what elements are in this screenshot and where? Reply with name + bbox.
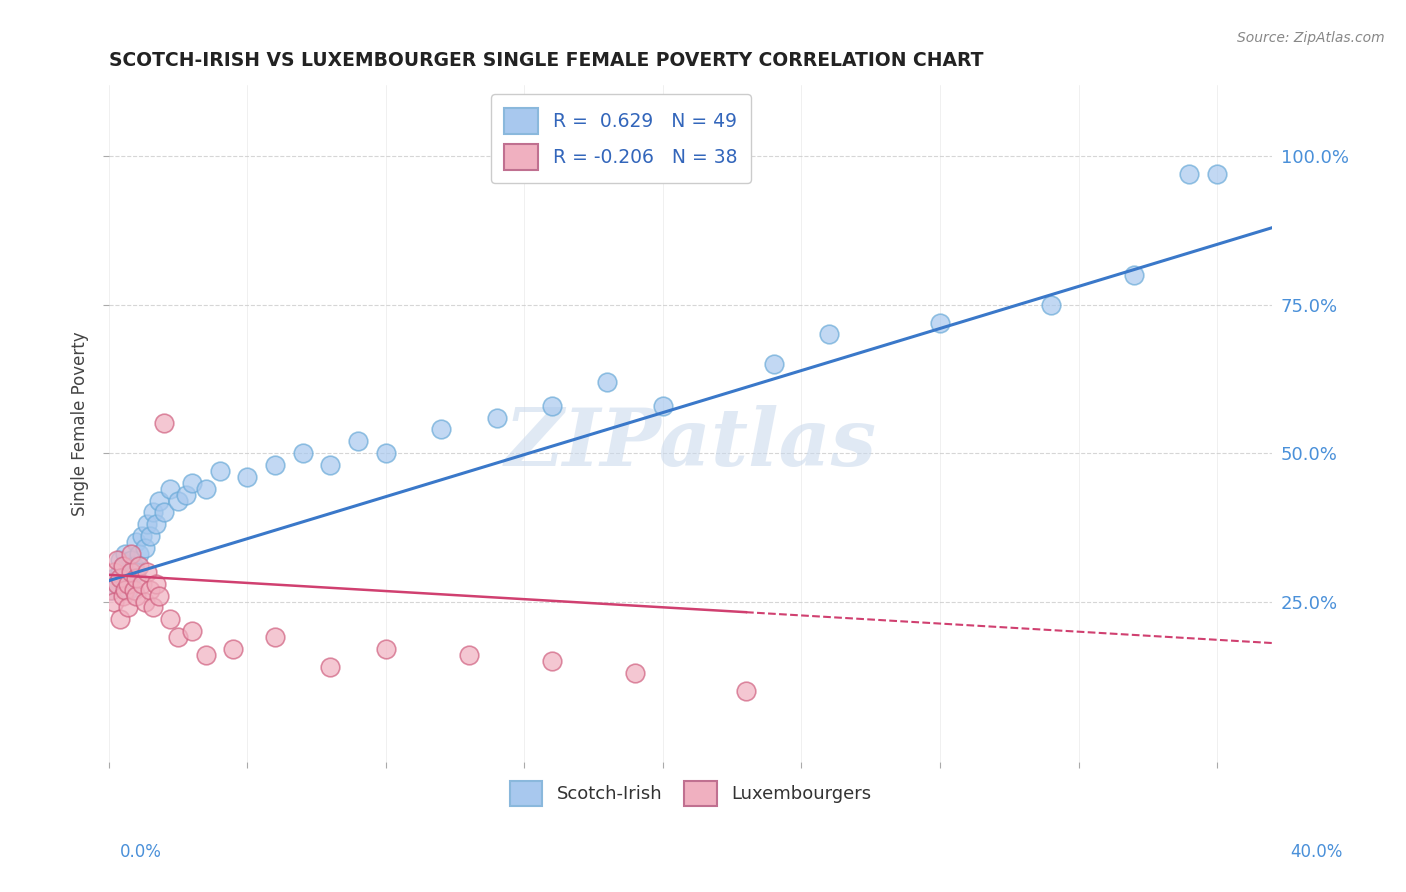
- Point: [194, 648, 217, 662]
- Text: Source: ZipAtlas.com: Source: ZipAtlas.com: [1237, 31, 1385, 45]
- Text: 0.0%: 0.0%: [120, 843, 162, 861]
- Point: [117, 576, 139, 591]
- Point: [120, 553, 142, 567]
- Text: SCOTCH-IRISH VS LUXEMBOURGER SINGLE FEMALE POVERTY CORRELATION CHART: SCOTCH-IRISH VS LUXEMBOURGER SINGLE FEMA…: [108, 51, 983, 70]
- Text: 40.0%: 40.0%: [1291, 843, 1343, 861]
- Point: [264, 458, 287, 472]
- Point: [1178, 167, 1201, 181]
- Point: [139, 529, 162, 543]
- Point: [1039, 298, 1062, 312]
- Point: [929, 316, 952, 330]
- Point: [136, 517, 159, 532]
- Point: [1122, 268, 1144, 282]
- Point: [103, 565, 125, 579]
- Point: [128, 547, 150, 561]
- Point: [108, 565, 131, 579]
- Point: [159, 482, 181, 496]
- Point: [108, 612, 131, 626]
- Point: [111, 558, 134, 573]
- Legend: Scotch-Irish, Luxembourgers: Scotch-Irish, Luxembourgers: [503, 773, 879, 814]
- Point: [142, 600, 165, 615]
- Point: [120, 571, 142, 585]
- Point: [117, 565, 139, 579]
- Point: [319, 660, 342, 674]
- Point: [174, 488, 197, 502]
- Point: [153, 417, 176, 431]
- Point: [194, 482, 217, 496]
- Point: [148, 589, 170, 603]
- Point: [264, 630, 287, 644]
- Point: [430, 422, 453, 436]
- Point: [136, 565, 159, 579]
- Point: [762, 357, 785, 371]
- Point: [134, 541, 156, 555]
- Point: [125, 589, 148, 603]
- Point: [818, 327, 841, 342]
- Point: [291, 446, 314, 460]
- Point: [128, 558, 150, 573]
- Point: [180, 624, 202, 639]
- Point: [122, 558, 145, 573]
- Point: [319, 458, 342, 472]
- Point: [114, 582, 136, 597]
- Point: [624, 665, 647, 680]
- Point: [142, 506, 165, 520]
- Point: [117, 582, 139, 597]
- Point: [111, 571, 134, 585]
- Point: [236, 470, 259, 484]
- Point: [1206, 167, 1229, 181]
- Y-axis label: Single Female Poverty: Single Female Poverty: [72, 331, 89, 516]
- Point: [108, 553, 131, 567]
- Point: [122, 582, 145, 597]
- Point: [139, 582, 162, 597]
- Point: [148, 493, 170, 508]
- Point: [347, 434, 370, 449]
- Point: [105, 576, 128, 591]
- Point: [125, 565, 148, 579]
- Point: [458, 648, 481, 662]
- Point: [134, 594, 156, 608]
- Point: [374, 446, 396, 460]
- Point: [103, 571, 125, 585]
- Point: [145, 576, 167, 591]
- Point: [541, 654, 564, 668]
- Text: ZIPatlas: ZIPatlas: [505, 405, 877, 483]
- Point: [180, 475, 202, 490]
- Point: [120, 547, 142, 561]
- Point: [131, 576, 153, 591]
- Point: [125, 535, 148, 549]
- Point: [105, 553, 128, 567]
- Point: [114, 547, 136, 561]
- Point: [374, 642, 396, 657]
- Point: [105, 576, 128, 591]
- Point: [100, 582, 122, 597]
- Point: [108, 571, 131, 585]
- Point: [222, 642, 245, 657]
- Point: [167, 630, 190, 644]
- Point: [541, 399, 564, 413]
- Point: [145, 517, 167, 532]
- Point: [111, 589, 134, 603]
- Point: [114, 576, 136, 591]
- Point: [159, 612, 181, 626]
- Point: [111, 558, 134, 573]
- Point: [208, 464, 231, 478]
- Point: [735, 683, 758, 698]
- Point: [153, 506, 176, 520]
- Point: [100, 582, 122, 597]
- Point: [596, 375, 619, 389]
- Point: [651, 399, 673, 413]
- Point: [117, 600, 139, 615]
- Point: [125, 571, 148, 585]
- Point: [103, 594, 125, 608]
- Point: [120, 565, 142, 579]
- Point: [131, 529, 153, 543]
- Point: [167, 493, 190, 508]
- Point: [485, 410, 508, 425]
